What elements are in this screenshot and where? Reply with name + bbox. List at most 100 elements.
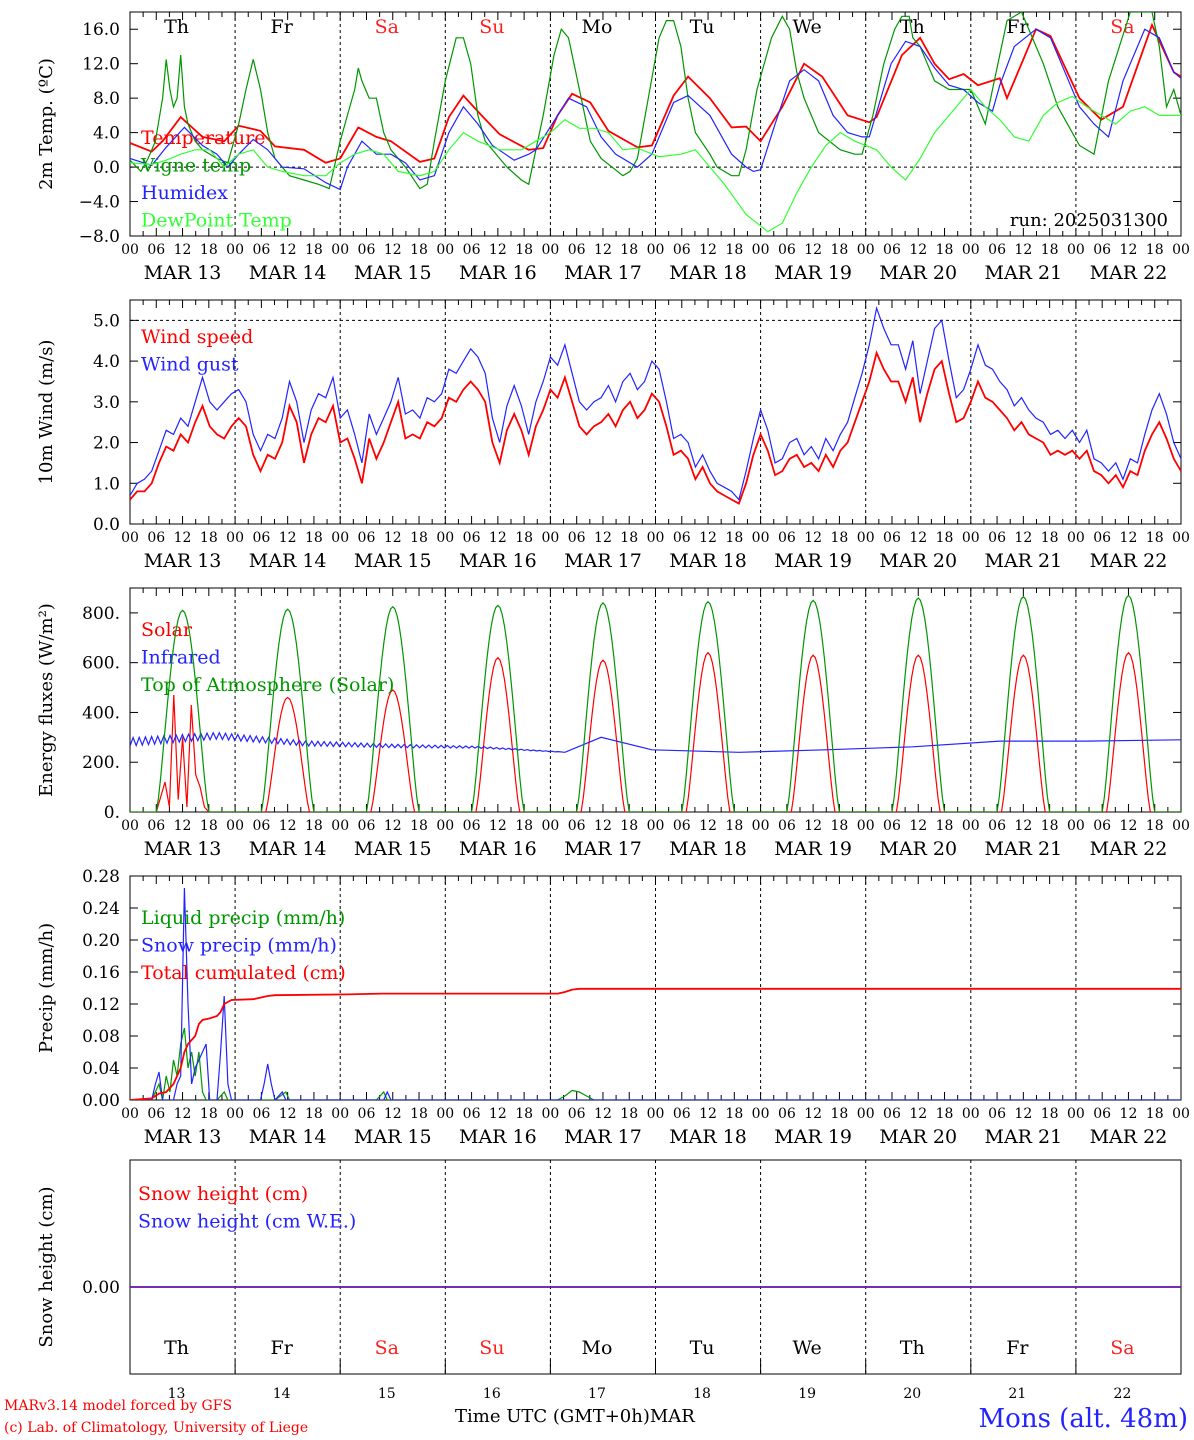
hour-label: 12 <box>909 530 927 546</box>
hour-label: 06 <box>358 530 376 546</box>
hour-label: 06 <box>147 1106 165 1122</box>
hour-label: 00 <box>436 242 454 258</box>
hour-label: 18 <box>410 530 428 546</box>
hour-label: 06 <box>147 242 165 258</box>
date-label: MAR 14 <box>249 262 327 284</box>
y-axis-label: Precip (mm/h) <box>36 923 57 1053</box>
y-tick-label: 0.00 <box>82 1091 120 1111</box>
hour-label: 00 <box>226 818 244 834</box>
weekday-label: Mo <box>581 16 612 38</box>
hour-label: 06 <box>1093 818 1111 834</box>
panel-frame <box>129 587 1182 813</box>
hour-label: 00 <box>1172 242 1190 258</box>
date-label: MAR 22 <box>1090 1126 1168 1148</box>
date-label: MAR 20 <box>879 1126 957 1148</box>
hour-label: 00 <box>962 242 980 258</box>
hour-label: 12 <box>594 530 612 546</box>
hour-label: 12 <box>909 1106 927 1122</box>
y-tick-label: 5.0 <box>93 311 120 331</box>
y-tick-label: 400. <box>82 703 120 723</box>
hour-label: 18 <box>305 530 323 546</box>
hour-label: 00 <box>752 530 770 546</box>
hour-label: 12 <box>384 818 402 834</box>
hour-label: 12 <box>594 1106 612 1122</box>
hour-label: 06 <box>252 242 270 258</box>
y-tick-label: 200. <box>82 753 120 773</box>
series-line <box>130 22 1181 164</box>
hour-label: 18 <box>725 530 743 546</box>
series-line <box>130 12 1181 190</box>
weekday-label: Fr <box>271 1337 294 1359</box>
hour-label: 18 <box>936 818 954 834</box>
hour-label: 18 <box>515 818 533 834</box>
hour-label: 18 <box>200 818 218 834</box>
hour-label: 18 <box>410 1106 428 1122</box>
hour-label: 06 <box>778 818 796 834</box>
hour-label: 06 <box>883 242 901 258</box>
hour-label: 00 <box>857 530 875 546</box>
weekday-label: Sa <box>1110 16 1134 38</box>
hour-label: 06 <box>358 818 376 834</box>
hour-label: 06 <box>883 1106 901 1122</box>
y-tick-label: 4.0 <box>93 352 120 372</box>
hour-label: 06 <box>568 530 586 546</box>
hour-label: 00 <box>331 1106 349 1122</box>
hour-label: 00 <box>1067 818 1085 834</box>
hour-label: 12 <box>174 1106 192 1122</box>
date-label: MAR 17 <box>564 262 642 284</box>
hour-label: 00 <box>1067 1106 1085 1122</box>
y-tick-label: 8.0 <box>93 89 120 109</box>
hour-label: 12 <box>279 530 297 546</box>
hour-label: 06 <box>673 530 691 546</box>
hour-label: 18 <box>936 242 954 258</box>
series-line <box>130 88 1181 233</box>
date-label: MAR 13 <box>144 1126 222 1148</box>
day-number: 22 <box>1114 1386 1132 1402</box>
hour-label: 06 <box>147 818 165 834</box>
date-label: MAR 20 <box>879 262 957 284</box>
hour-label: 00 <box>121 242 139 258</box>
date-label: MAR 18 <box>669 262 747 284</box>
series-line <box>130 987 1181 1100</box>
hour-label: 06 <box>252 1106 270 1122</box>
hour-label: 00 <box>1172 530 1190 546</box>
hour-label: 00 <box>121 530 139 546</box>
hour-label: 12 <box>1120 530 1138 546</box>
date-label: MAR 14 <box>249 1126 327 1148</box>
date-label: MAR 20 <box>879 838 957 860</box>
hour-label: 06 <box>568 818 586 834</box>
date-label: MAR 15 <box>354 838 432 860</box>
y-tick-label: 0.00 <box>82 1278 120 1298</box>
hour-label: 00 <box>436 530 454 546</box>
hour-label: 00 <box>1067 242 1085 258</box>
date-label: MAR 16 <box>459 550 537 572</box>
hour-label: 12 <box>384 1106 402 1122</box>
hour-label: 12 <box>1120 242 1138 258</box>
hour-label: 18 <box>620 818 638 834</box>
panel-5: 0.00 Snow height (cm) Th 13 Fr 14 Sa 15 Su 16 Mo 17… <box>36 1159 1182 1402</box>
hour-label: 00 <box>541 1106 559 1122</box>
hour-label: 06 <box>1093 1106 1111 1122</box>
time-axis-month: MAR <box>649 1406 695 1427</box>
hour-label: 00 <box>226 1106 244 1122</box>
hour-label: 18 <box>305 818 323 834</box>
time-axis-title-text: Time UTC (GMT+0h) <box>455 1406 650 1427</box>
hour-label: 00 <box>1067 530 1085 546</box>
hour-label: 00 <box>857 242 875 258</box>
weekday-label: Fr <box>1006 1337 1029 1359</box>
hour-label: 12 <box>1014 1106 1032 1122</box>
legend-entry: Snow precip (mm/h) <box>141 935 337 957</box>
hour-label: 12 <box>699 242 717 258</box>
hour-label: 00 <box>121 1106 139 1122</box>
date-label: MAR 22 <box>1090 262 1168 284</box>
hour-label: 06 <box>568 1106 586 1122</box>
hour-label: 12 <box>909 818 927 834</box>
hour-label: 18 <box>1041 818 1059 834</box>
date-label: MAR 17 <box>564 838 642 860</box>
hour-label: 12 <box>279 1106 297 1122</box>
hour-label: 18 <box>200 242 218 258</box>
date-label: MAR 19 <box>774 262 852 284</box>
y-axis-label: Energy fluxes (W/m²) <box>36 603 57 797</box>
hour-label: 12 <box>594 818 612 834</box>
day-number: 19 <box>798 1386 816 1402</box>
